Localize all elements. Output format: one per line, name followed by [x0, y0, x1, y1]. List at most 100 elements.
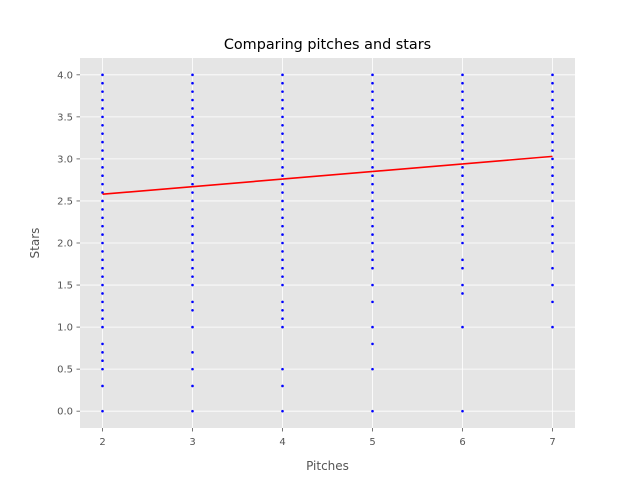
- scatter-point: [281, 149, 284, 152]
- scatter-point: [281, 208, 284, 211]
- scatter-point: [551, 90, 554, 93]
- scatter-point: [461, 224, 464, 228]
- scatter-point: [101, 216, 104, 220]
- scatter-point: [101, 182, 104, 186]
- scatter-point: [371, 241, 374, 245]
- scatter-point: [461, 258, 464, 262]
- scatter-point: [191, 115, 194, 119]
- scatter-point: [101, 98, 104, 102]
- scatter-point: [101, 409, 104, 413]
- scatter-point: [101, 199, 104, 203]
- y-tick-label: 1.0: [57, 323, 73, 334]
- x-axis-ticks: 2 3 4 5 6 7: [99, 428, 556, 448]
- scatter-point: [461, 292, 464, 295]
- scatter-point: [371, 149, 374, 152]
- scatter-point: [461, 115, 464, 119]
- y-tick-label: 3.5: [57, 112, 73, 123]
- scatter-point: [281, 81, 284, 85]
- scatter-point: [551, 241, 554, 245]
- scatter-point: [461, 241, 464, 245]
- scatter-point: [101, 292, 104, 295]
- scatter-point: [191, 308, 194, 312]
- scatter-point: [461, 81, 464, 85]
- scatter-point: [371, 73, 374, 77]
- scatter-point: [101, 351, 104, 354]
- scatter-point: [281, 132, 284, 135]
- scatter-point: [281, 283, 284, 287]
- fit-line: [102, 155, 553, 196]
- scatter-point: [101, 157, 104, 161]
- scatter-point: [281, 367, 284, 371]
- scatter-point: [281, 308, 284, 312]
- scatter-point: [551, 199, 554, 203]
- scatter-point: [191, 384, 194, 388]
- scatter-point: [281, 90, 284, 93]
- scatter-point: [281, 258, 284, 262]
- scatter-point: [191, 140, 194, 144]
- scatter-point: [461, 157, 464, 161]
- scatter-point: [371, 216, 374, 220]
- scatter-point: [281, 300, 284, 304]
- scatter-point: [101, 90, 104, 93]
- scatter-point: [281, 199, 284, 203]
- y-axis-ticks: 0.0 0.5 1.0 1.5 2.0 2.5 3.0 3.5 4.0: [57, 70, 80, 418]
- scatter-point: [191, 149, 194, 152]
- scatter-point: [371, 115, 374, 119]
- scatter-point: [101, 149, 104, 152]
- scatter-point: [551, 216, 554, 220]
- scatter-point: [371, 140, 374, 144]
- scatter-point: [461, 325, 464, 329]
- scatter-point: [191, 224, 194, 228]
- scatter-point: [371, 367, 374, 371]
- scatter-point: [371, 98, 374, 102]
- scatter-point: [191, 351, 194, 354]
- scatter-point: [461, 409, 464, 413]
- scatter-point: [101, 115, 104, 119]
- scatter-point: [281, 115, 284, 119]
- scatter-point: [371, 325, 374, 329]
- scatter-point: [551, 166, 554, 169]
- scatter-point: [281, 157, 284, 161]
- scatter-point: [551, 174, 554, 178]
- scatter-point: [371, 199, 374, 203]
- x-tick-label: 2: [99, 437, 105, 448]
- scatter-point: [281, 182, 284, 186]
- scatter-point: [551, 73, 554, 77]
- scatter-point: [191, 233, 194, 236]
- scatter-point: [281, 241, 284, 245]
- scatter-point: [371, 300, 374, 304]
- scatter-point: [191, 208, 194, 211]
- scatter-point: [371, 342, 374, 346]
- scatter-point: [191, 216, 194, 220]
- scatter-point: [551, 107, 554, 110]
- scatter-point: [101, 325, 104, 329]
- scatter-point: [191, 182, 194, 186]
- scatter-point: [191, 266, 194, 270]
- scatter-point: [101, 224, 104, 228]
- scatter-point: [191, 250, 194, 253]
- scatter-point: [101, 384, 104, 388]
- scatter-point: [101, 342, 104, 346]
- scatter-point: [101, 132, 104, 135]
- scatter-point: [191, 157, 194, 161]
- scatter-point: [101, 191, 104, 194]
- scatter-point: [101, 174, 104, 178]
- scatter-point: [281, 216, 284, 220]
- scatter-point: [101, 300, 104, 304]
- scatter-point: [551, 115, 554, 119]
- scatter-point: [191, 132, 194, 135]
- scatter-point: [551, 325, 554, 329]
- scatter-point: [461, 166, 464, 169]
- scatter-point: [371, 132, 374, 135]
- scatter-point: [101, 283, 104, 287]
- scatter-point: [551, 250, 554, 253]
- scatter-points: [101, 73, 554, 413]
- scatter-point: [191, 367, 194, 371]
- scatter-point: [191, 73, 194, 77]
- scatter-point: [371, 81, 374, 85]
- scatter-point: [551, 132, 554, 135]
- scatter-point: [461, 132, 464, 135]
- scatter-point: [461, 174, 464, 178]
- scatter-point: [461, 191, 464, 194]
